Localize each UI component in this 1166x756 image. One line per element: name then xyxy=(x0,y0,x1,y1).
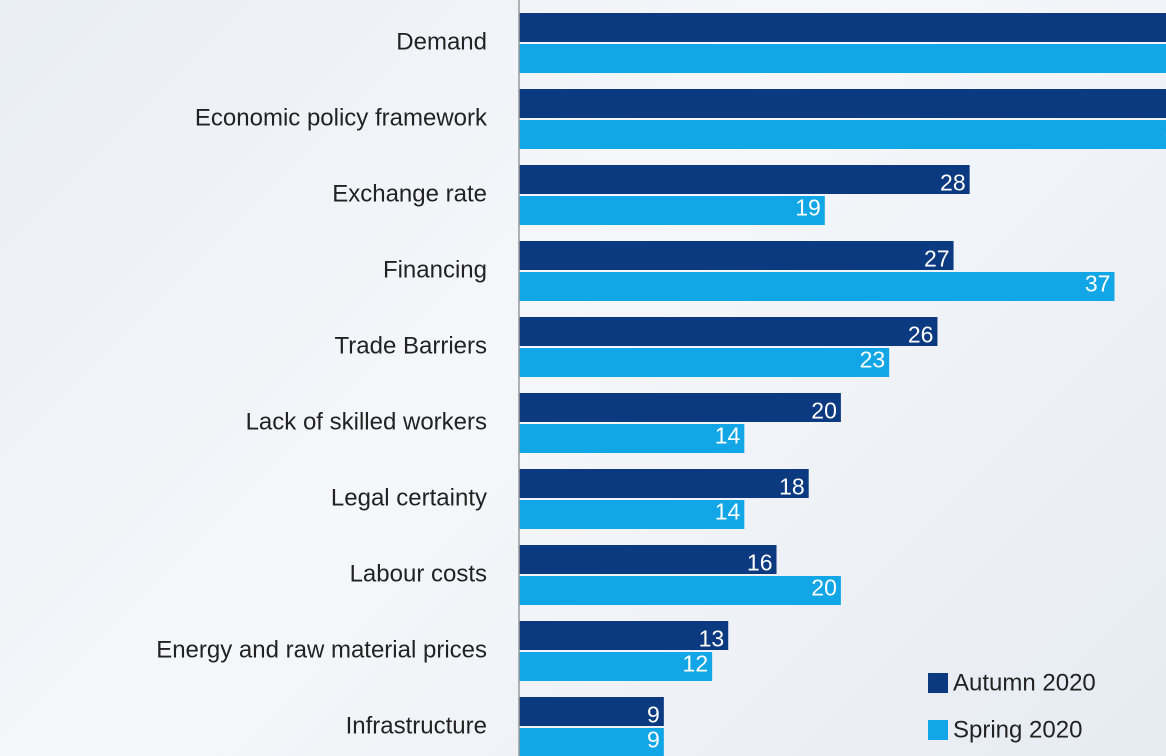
bar xyxy=(519,424,745,453)
category-label: Energy and raw material prices xyxy=(156,636,487,663)
value-label: 12 xyxy=(683,651,709,677)
legend-swatch xyxy=(928,673,948,693)
value-label: 37 xyxy=(1085,271,1111,297)
category-label: Trade Barriers xyxy=(335,332,487,359)
category-label: Lack of skilled workers xyxy=(246,408,487,435)
bar xyxy=(519,469,809,498)
bar xyxy=(519,272,1115,301)
value-label: 9 xyxy=(647,702,660,728)
bar xyxy=(519,120,1166,149)
bar xyxy=(519,728,664,756)
value-label: 14 xyxy=(715,499,741,525)
category-label: Exchange rate xyxy=(332,180,487,207)
value-label: 27 xyxy=(924,246,950,272)
bar xyxy=(519,348,890,377)
value-label: 13 xyxy=(699,626,725,652)
value-label: 14 xyxy=(715,423,741,449)
category-label: Economic policy framework xyxy=(195,104,488,131)
value-label: 16 xyxy=(747,550,773,576)
value-label: 23 xyxy=(860,347,886,373)
value-label: 20 xyxy=(811,575,837,601)
bar xyxy=(519,196,825,225)
bar xyxy=(519,393,841,422)
bar xyxy=(519,13,1166,42)
bar xyxy=(519,317,938,346)
legend-swatch xyxy=(928,720,948,740)
bar xyxy=(519,165,970,194)
bar xyxy=(519,44,1166,73)
bar xyxy=(519,500,745,529)
category-label: Infrastructure xyxy=(346,712,487,739)
value-label: 26 xyxy=(908,322,934,348)
bar xyxy=(519,241,954,270)
legend-label: Autumn 2020 xyxy=(953,669,1096,696)
legend-label: Spring 2020 xyxy=(953,716,1082,743)
bar xyxy=(519,545,777,574)
category-label: Financing xyxy=(383,256,487,283)
bar xyxy=(519,576,841,605)
category-label: Demand xyxy=(396,28,487,55)
category-label: Legal certainty xyxy=(331,484,487,511)
value-label: 9 xyxy=(647,727,660,753)
bar xyxy=(519,621,729,650)
bar xyxy=(519,652,713,681)
value-label: 28 xyxy=(940,170,966,196)
value-label: 20 xyxy=(811,398,837,424)
bar xyxy=(519,89,1166,118)
bar xyxy=(519,697,664,726)
value-label: 19 xyxy=(795,195,821,221)
category-label: Labour costs xyxy=(350,560,487,587)
value-label: 18 xyxy=(779,474,805,500)
